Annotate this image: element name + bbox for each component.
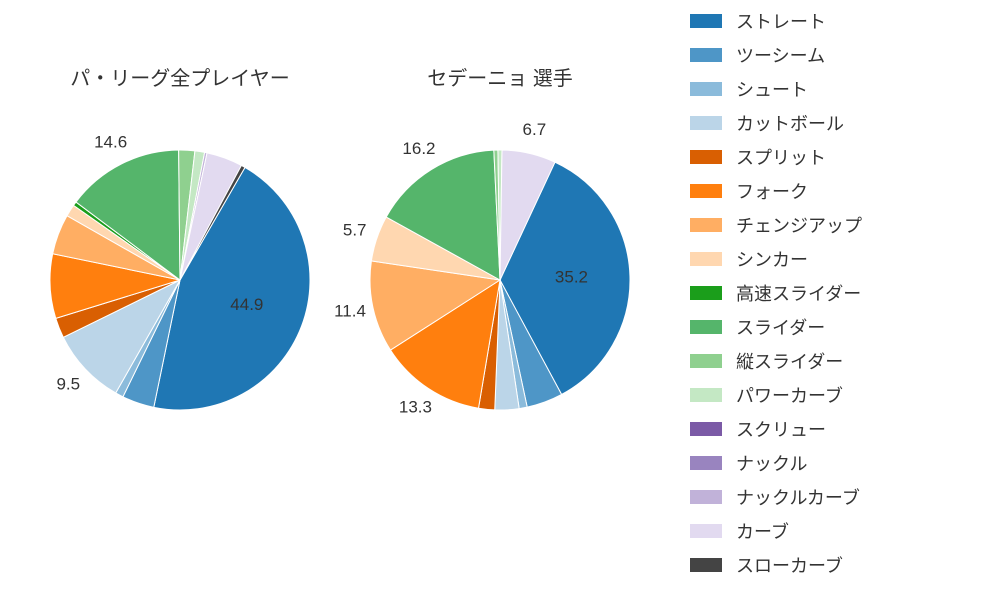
legend-label: ナックルカーブ	[736, 484, 860, 510]
legend-label: スクリュー	[736, 416, 826, 442]
legend-item: 高速スライダー	[690, 276, 990, 310]
legend-swatch	[690, 218, 722, 232]
legend-item: チェンジアップ	[690, 208, 990, 242]
slice-value-label: 11.4	[334, 302, 366, 321]
legend-label: パワーカーブ	[736, 382, 843, 408]
legend-label: シュート	[736, 76, 808, 102]
legend-label: フォーク	[736, 178, 808, 204]
slice-value-label: 13.3	[399, 397, 432, 416]
legend-item: シュート	[690, 72, 990, 106]
legend-item: パワーカーブ	[690, 378, 990, 412]
slice-value-label: 6.7	[523, 120, 547, 139]
legend-item: カーブ	[690, 514, 990, 548]
slice-value-label: 44.9	[230, 295, 263, 314]
legend-item: カットボール	[690, 106, 990, 140]
legend-item: ナックルカーブ	[690, 480, 990, 514]
pie-title: セデーニョ 選手	[427, 67, 573, 90]
legend-swatch	[690, 82, 722, 96]
legend-swatch	[690, 558, 722, 572]
legend-item: フォーク	[690, 174, 990, 208]
legend-label: シンカー	[736, 246, 808, 272]
legend-item: スライダー	[690, 310, 990, 344]
legend-swatch	[690, 388, 722, 402]
legend-label: カットボール	[736, 110, 844, 136]
legend-label: スプリット	[736, 144, 826, 170]
chart-container: パ・リーグ全プレイヤー 44.9 9.5 14.6 セデーニョ 選手 35.2 13.3 11…	[0, 0, 1000, 600]
legend-item: ナックル	[690, 446, 990, 480]
legend-swatch	[690, 490, 722, 504]
slice-value-label: 5.7	[343, 220, 367, 239]
slice-value-label: 9.5	[56, 375, 80, 394]
legend-item: スプリット	[690, 140, 990, 174]
legend-label: チェンジアップ	[736, 212, 862, 238]
legend-label: スライダー	[736, 314, 825, 340]
pie-title: パ・リーグ全プレイヤー	[70, 67, 289, 90]
legend-swatch	[690, 184, 722, 198]
legend: ストレートツーシームシュートカットボールスプリットフォークチェンジアップシンカー…	[690, 0, 990, 582]
pie-chart-area: パ・リーグ全プレイヤー 44.9 9.5 14.6 セデーニョ 選手 35.2 13.3 11…	[0, 0, 670, 600]
legend-item: スローカーブ	[690, 548, 990, 582]
legend-swatch	[690, 14, 722, 28]
legend-swatch	[690, 524, 722, 538]
legend-item: シンカー	[690, 242, 990, 276]
legend-swatch	[690, 422, 722, 436]
legend-swatch	[690, 252, 722, 266]
legend-swatch	[690, 116, 722, 130]
legend-label: ツーシーム	[736, 42, 825, 68]
legend-swatch	[690, 456, 722, 470]
legend-item: ツーシーム	[690, 38, 990, 72]
legend-swatch	[690, 150, 722, 164]
legend-item: ストレート	[690, 4, 990, 38]
pies-svg: パ・リーグ全プレイヤー 44.9 9.5 14.6 セデーニョ 選手 35.2 13.3 11…	[0, 0, 670, 600]
slice-value-label: 16.2	[402, 139, 435, 158]
legend-label: カーブ	[736, 518, 789, 544]
legend-label: 縦スライダー	[736, 348, 843, 374]
legend-swatch	[690, 354, 722, 368]
legend-item: 縦スライダー	[690, 344, 990, 378]
slice-value-label: 14.6	[94, 133, 127, 152]
legend-item: スクリュー	[690, 412, 990, 446]
slice-value-label: 35.2	[555, 267, 588, 286]
legend-swatch	[690, 48, 722, 62]
legend-swatch	[690, 320, 722, 334]
legend-label: ナックル	[736, 450, 807, 476]
legend-label: スローカーブ	[736, 552, 843, 578]
legend-swatch	[690, 286, 722, 300]
legend-label: 高速スライダー	[736, 280, 861, 306]
legend-label: ストレート	[736, 8, 826, 34]
